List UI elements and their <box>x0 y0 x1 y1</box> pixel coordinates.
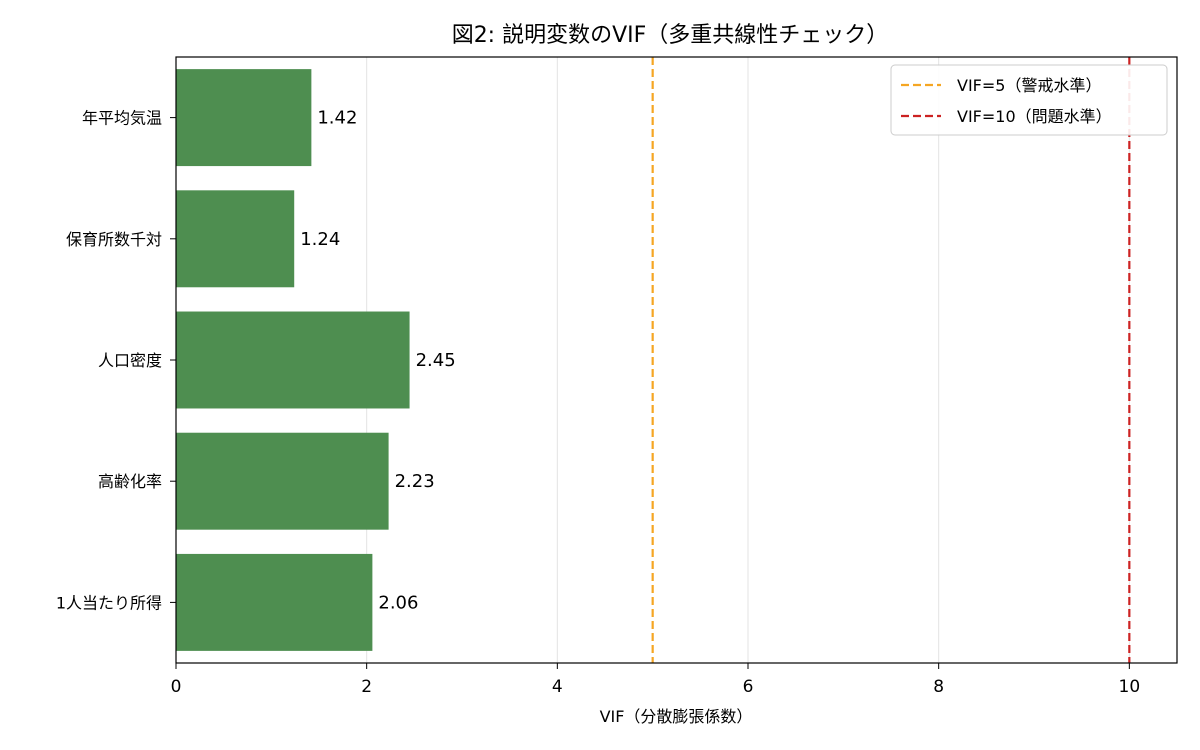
bar-layer <box>176 69 410 651</box>
legend-entry-label: VIF=10（問題水準） <box>957 107 1112 126</box>
reference-line-layer <box>651 57 1131 663</box>
bar <box>176 69 312 167</box>
bar <box>176 311 410 409</box>
x-tick-label: 4 <box>552 677 563 697</box>
bar <box>176 432 389 530</box>
bar-value-label: 1.42 <box>317 108 357 129</box>
x-axis-ticks: 0 2 4 6 8 10 <box>171 663 1141 697</box>
bar-value-label: 2.23 <box>395 471 435 492</box>
bar <box>176 190 295 288</box>
bar-value-label: 1.24 <box>300 229 340 250</box>
x-tick-label: 6 <box>743 677 754 697</box>
bar-value-label: 2.45 <box>416 350 456 371</box>
x-tick-label: 0 <box>171 677 182 697</box>
legend-box <box>890 64 1168 136</box>
y-category-label: 保育所数千対 <box>66 230 162 249</box>
y-category-label: 年平均気温 <box>82 109 162 128</box>
chart-title: 図2: 説明変数のVIF（多重共線性チェック） <box>452 23 889 48</box>
x-tick-label: 10 <box>1119 677 1141 697</box>
data-label-layer: 1.42 1.24 2.45 2.23 2.06 <box>300 108 455 614</box>
legend: VIF=5（警戒水準） VIF=10（問題水準） <box>890 64 1168 136</box>
x-axis-label: VIF（分散膨張係数） <box>600 707 753 726</box>
x-tick-label: 8 <box>933 677 944 697</box>
y-category-label: 1人当たり所得 <box>56 593 162 612</box>
y-category-label: 高齢化率 <box>98 472 162 491</box>
legend-entry-label: VIF=5（警戒水準） <box>957 76 1101 95</box>
bar <box>176 553 373 651</box>
x-tick-label: 2 <box>361 677 372 697</box>
y-category-label: 人口密度 <box>98 351 162 370</box>
bar-value-label: 2.06 <box>378 592 418 613</box>
